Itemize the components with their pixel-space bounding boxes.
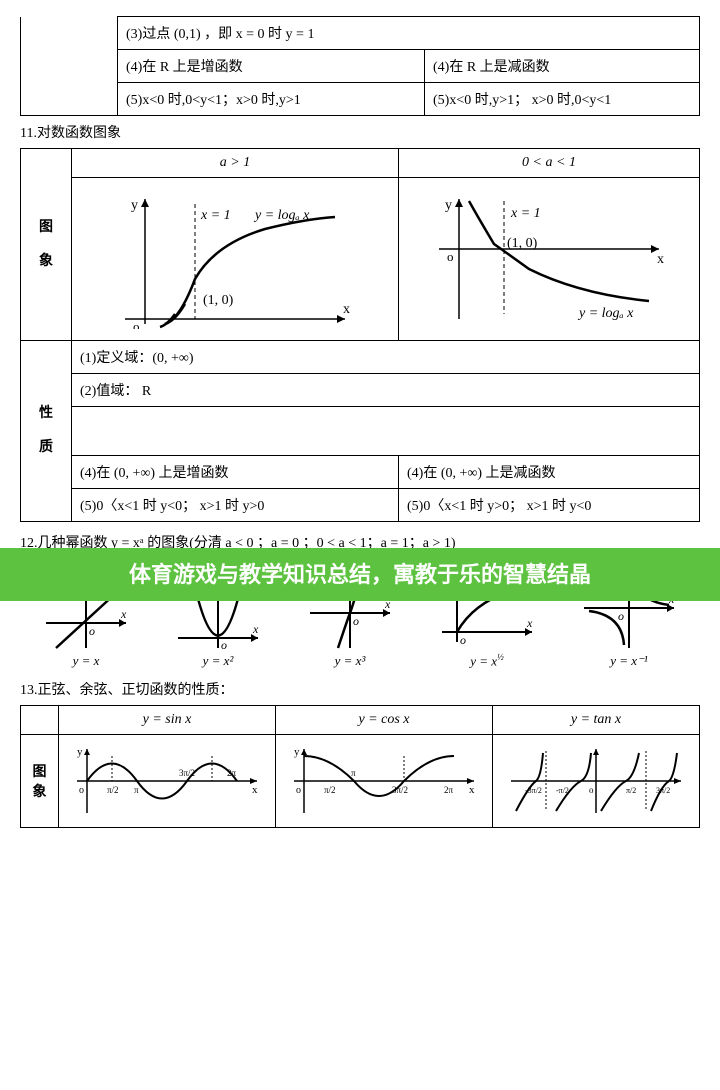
log-p2: (2)值域： R — [72, 374, 700, 407]
trig-sin-header: y = sin x — [59, 706, 276, 735]
svg-text:π/2: π/2 — [107, 785, 119, 795]
svg-text:o: o — [618, 609, 624, 623]
svg-text:x: x — [252, 622, 259, 636]
log-header-a: a > 1 — [72, 149, 399, 178]
log-table: 图象 a > 1 0 < a < 1 y x o x = 1 y = — [20, 148, 700, 522]
trig-table: y = sin x y = cos x y = tan x 图象 y x o π/2 π… — [20, 705, 700, 828]
svg-text:y: y — [445, 198, 452, 213]
svg-text:π: π — [134, 785, 139, 795]
exp-row5b: (5)x<0 时,y>1； x>0 时,0<y<1 — [425, 83, 700, 116]
svg-text:x = 1: x = 1 — [200, 208, 231, 223]
svg-text:2π: 2π — [227, 768, 237, 778]
svg-text:(1, 0): (1, 0) — [507, 236, 538, 251]
trig-cos-graph: y x o π/2 π 3π/2 2π — [276, 735, 493, 828]
log-p4a: (4)在 (0, +∞) 上是增函数 — [72, 456, 399, 489]
svg-text:3π/2: 3π/2 — [392, 785, 408, 795]
log-prop-label: 性质 — [21, 341, 72, 522]
svg-text:(1, 0): (1, 0) — [203, 293, 234, 308]
exp-row5a: (5)x<0 时,0<y<1；x>0 时,y>1 — [118, 83, 425, 116]
trig-tan-header: y = tan x — [493, 706, 700, 735]
log-p5a: (5)0〈x<1 时 y<0； x>1 时 y>0 — [72, 489, 399, 522]
svg-text:3π/2: 3π/2 — [656, 786, 670, 795]
svg-text:o: o — [89, 624, 95, 638]
section-11-title: 11.对数函数图象 — [20, 122, 700, 142]
svg-text:x: x — [469, 784, 475, 796]
overlay-banner: 体育游戏与教学知识总结，寓教于乐的智慧结晶 — [0, 548, 720, 601]
log-p5b: (5)0〈x<1 时 y>0； x>1 时 y<0 — [399, 489, 700, 522]
svg-text:o: o — [460, 633, 466, 647]
trig-sin-graph: y x o π/2 π 3π/2 2π — [59, 735, 276, 828]
svg-text:2π: 2π — [444, 785, 454, 795]
svg-text:o: o — [133, 319, 140, 329]
svg-text:o: o — [589, 785, 594, 795]
exp-row4b: (4)在 R 上是减函数 — [425, 50, 700, 83]
svg-text:x: x — [526, 616, 533, 630]
svg-text:y = logₐ x: y = logₐ x — [253, 208, 310, 223]
svg-text:o: o — [447, 249, 454, 264]
svg-text:x: x — [657, 252, 664, 267]
trig-tan-graph: -3π/2 -π/2 o π/2 3π/2 — [493, 735, 700, 828]
svg-text:3π/2: 3π/2 — [179, 768, 195, 778]
svg-text:y: y — [131, 198, 138, 213]
svg-text:π/2: π/2 — [626, 786, 636, 795]
svg-text:x: x — [252, 784, 258, 796]
exp-row3: (3)过点 (0,1) ，即 x = 0 时 y = 1 — [118, 17, 700, 50]
svg-text:y: y — [294, 746, 300, 758]
log-graph-b: y x o x = 1 (1, 0) y = logₐ x — [399, 178, 700, 341]
svg-text:-π/2: -π/2 — [556, 786, 569, 795]
trig-graph-label: 图象 — [21, 735, 59, 828]
exp-row4a: (4)在 R 上是增函数 — [118, 50, 425, 83]
svg-text:x: x — [343, 302, 350, 317]
svg-text:x = 1: x = 1 — [510, 206, 541, 221]
svg-text:-3π/2: -3π/2 — [525, 786, 542, 795]
svg-text:o: o — [296, 785, 301, 796]
svg-text:y: y — [77, 746, 83, 758]
log-p4b: (4)在 (0, +∞) 上是减函数 — [399, 456, 700, 489]
svg-text:π/2: π/2 — [324, 785, 336, 795]
svg-text:o: o — [353, 614, 359, 628]
section-13-title: 13.正弦、余弦、正切函数的性质： — [20, 679, 700, 699]
exp-table: (3)过点 (0,1) ，即 x = 0 时 y = 1 (4)在 R 上是增函… — [20, 16, 700, 116]
log-graph-a: y x o x = 1 y = logₐ x (1, 0) — [72, 178, 399, 341]
log-graph-label: 图象 — [21, 149, 72, 341]
svg-text:o: o — [79, 785, 84, 796]
log-p1: (1)定义域：(0, +∞) — [72, 341, 700, 374]
trig-cos-header: y = cos x — [276, 706, 493, 735]
svg-text:y = logₐ x: y = logₐ x — [577, 306, 634, 321]
log-p3-hidden — [72, 407, 700, 456]
svg-text:x: x — [120, 607, 127, 621]
svg-text:o: o — [221, 638, 227, 652]
log-header-b: 0 < a < 1 — [399, 149, 700, 178]
svg-text:π: π — [351, 768, 356, 778]
